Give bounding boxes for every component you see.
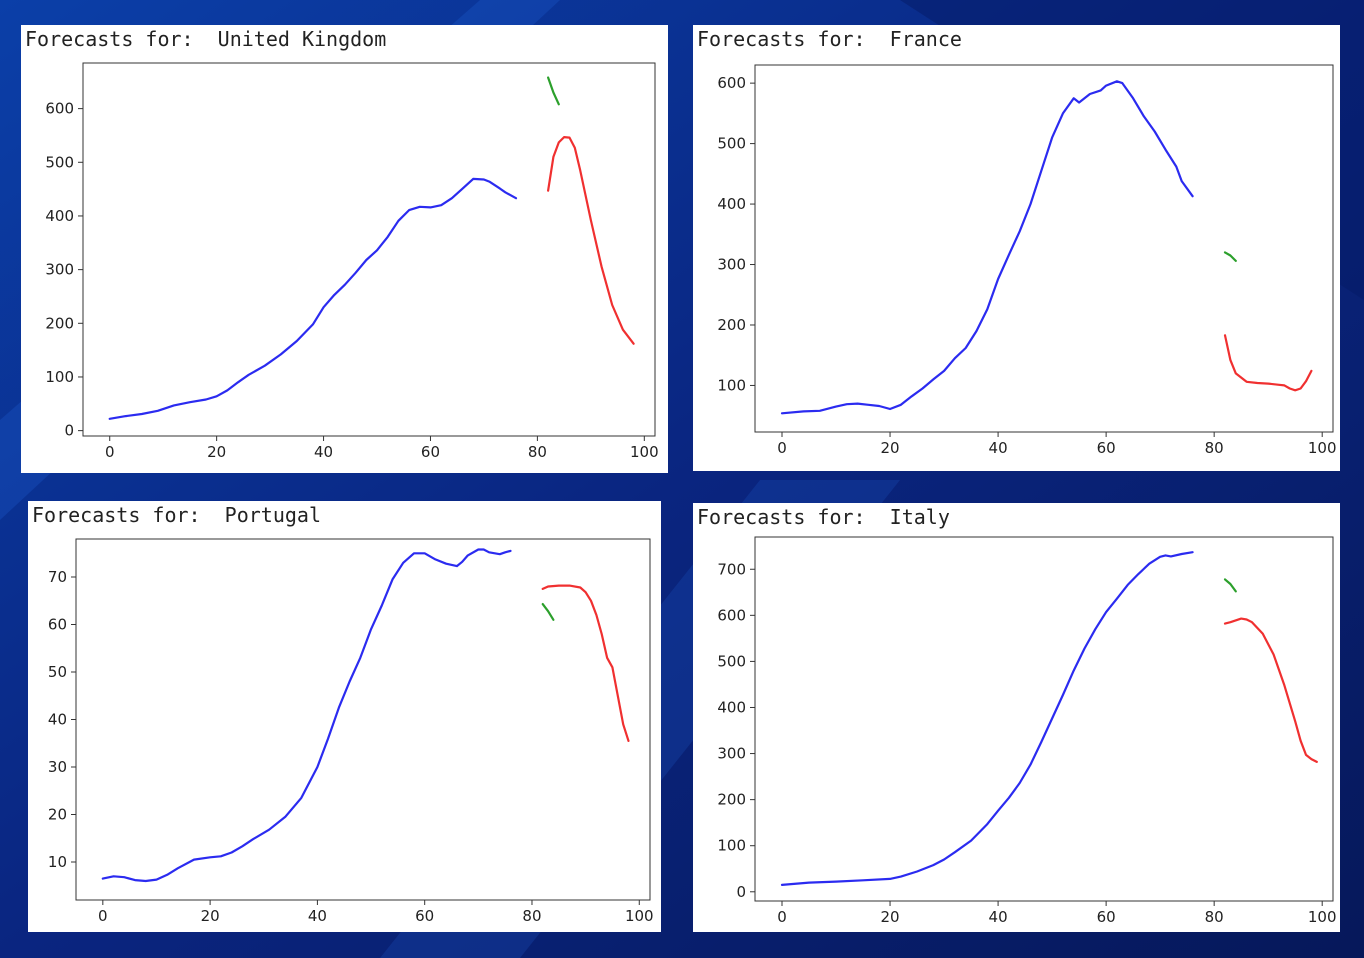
x-tick-label: 100 [1308, 439, 1337, 457]
x-tick-label: 20 [880, 439, 899, 457]
forecast-red-line [547, 136, 635, 345]
y-tick-label: 400 [717, 195, 746, 213]
y-tick-label: 0 [64, 422, 74, 440]
y-tick-label: 20 [48, 806, 67, 824]
x-tick-label: 100 [630, 443, 659, 461]
x-tick-label: 0 [105, 443, 115, 461]
y-tick-label: 100 [717, 837, 746, 855]
y-tick-label: 400 [717, 698, 746, 716]
y-tick-label: 10 [48, 853, 67, 871]
y-tick-label: 40 [48, 711, 67, 729]
y-tick-label: 300 [717, 256, 746, 274]
forecast-red-line [1223, 617, 1318, 763]
x-tick-label: 40 [314, 443, 333, 461]
y-tick-label: 600 [717, 74, 746, 92]
chart-panel-uk: Forecasts for: United Kingdom 0 20 40 60 80 1… [21, 25, 668, 473]
historical-line [108, 177, 518, 420]
forecast-red-line [1223, 334, 1313, 392]
x-tick-label: 80 [522, 907, 541, 925]
y-tick-label: 100 [45, 368, 74, 386]
y-tick-label: 70 [48, 568, 67, 586]
plot-frame [82, 62, 656, 437]
y-tick-label: 50 [48, 663, 67, 681]
y-tick-label: 200 [717, 316, 746, 334]
x-tick-label: 80 [528, 443, 547, 461]
forecast-green-line [1223, 578, 1237, 593]
x-tick-label: 60 [1097, 439, 1116, 457]
line-chart-france: 0 20 40 60 80 100 100 200 300 400 500 600 [717, 64, 1337, 457]
x-tick-label: 0 [98, 907, 108, 925]
chart-title: Forecasts for: Italy [697, 505, 950, 529]
chart-panel-italy: Forecasts for: Italy 0 20 40 60 80 100 0 100 200… [693, 503, 1340, 932]
chart-title: Forecasts for: Portugal [32, 503, 321, 527]
y-tick-label: 0 [736, 883, 746, 901]
y-tick-label: 30 [48, 758, 67, 776]
historical-line [780, 551, 1194, 886]
x-tick-label: 60 [421, 443, 440, 461]
y-tick-label: 600 [717, 606, 746, 624]
historical-line [101, 548, 512, 883]
y-tick-label: 200 [45, 314, 74, 332]
x-tick-label: 80 [1205, 439, 1224, 457]
y-tick-label: 300 [45, 261, 74, 279]
y-tick-label: 100 [717, 376, 746, 394]
forecast-red-line [541, 584, 630, 742]
chart-title: Forecasts for: France [697, 27, 962, 51]
x-tick-label: 100 [1308, 908, 1337, 926]
line-chart-portugal: 0 20 40 60 80 100 10 20 30 40 50 60 70 [48, 538, 654, 925]
x-tick-label: 0 [777, 908, 787, 926]
x-tick-label: 20 [880, 908, 899, 926]
y-tick-label: 300 [717, 745, 746, 763]
y-tick-label: 400 [45, 207, 74, 225]
x-tick-label: 40 [308, 907, 327, 925]
x-tick-label: 40 [989, 908, 1008, 926]
y-tick-label: 500 [717, 135, 746, 153]
historical-line [780, 80, 1194, 415]
line-chart-uk: 0 20 40 60 80 100 0 100 200 300 400 500 600 [45, 62, 659, 461]
y-tick-label: 700 [717, 560, 746, 578]
x-tick-label: 0 [777, 439, 787, 457]
y-tick-label: 500 [45, 153, 74, 171]
x-tick-label: 20 [207, 443, 226, 461]
chart-panel-france: Forecasts for: France 0 20 40 60 80 100 100 200… [693, 25, 1340, 471]
x-tick-label: 60 [415, 907, 434, 925]
x-tick-label: 40 [989, 439, 1008, 457]
x-tick-label: 60 [1097, 908, 1116, 926]
y-tick-label: 60 [48, 616, 67, 634]
plot-frame [75, 538, 651, 901]
x-tick-label: 100 [625, 907, 654, 925]
forecast-green-line [1223, 251, 1237, 262]
y-tick-label: 600 [45, 100, 74, 118]
y-tick-label: 200 [717, 791, 746, 809]
plot-frame [754, 536, 1334, 902]
y-tick-label: 500 [717, 652, 746, 670]
chart-title: Forecasts for: United Kingdom [25, 27, 387, 51]
line-chart-italy: 0 20 40 60 80 100 0 100 200 300 400 500 600 700 [717, 536, 1337, 926]
x-tick-label: 80 [1205, 908, 1224, 926]
plot-frame [754, 64, 1334, 433]
chart-panel-portugal: Forecasts for: Portugal 0 20 40 60 80 100 10 20… [28, 501, 661, 932]
forecast-green-line [547, 76, 560, 106]
x-tick-label: 20 [201, 907, 220, 925]
forecast-green-line [541, 603, 555, 621]
